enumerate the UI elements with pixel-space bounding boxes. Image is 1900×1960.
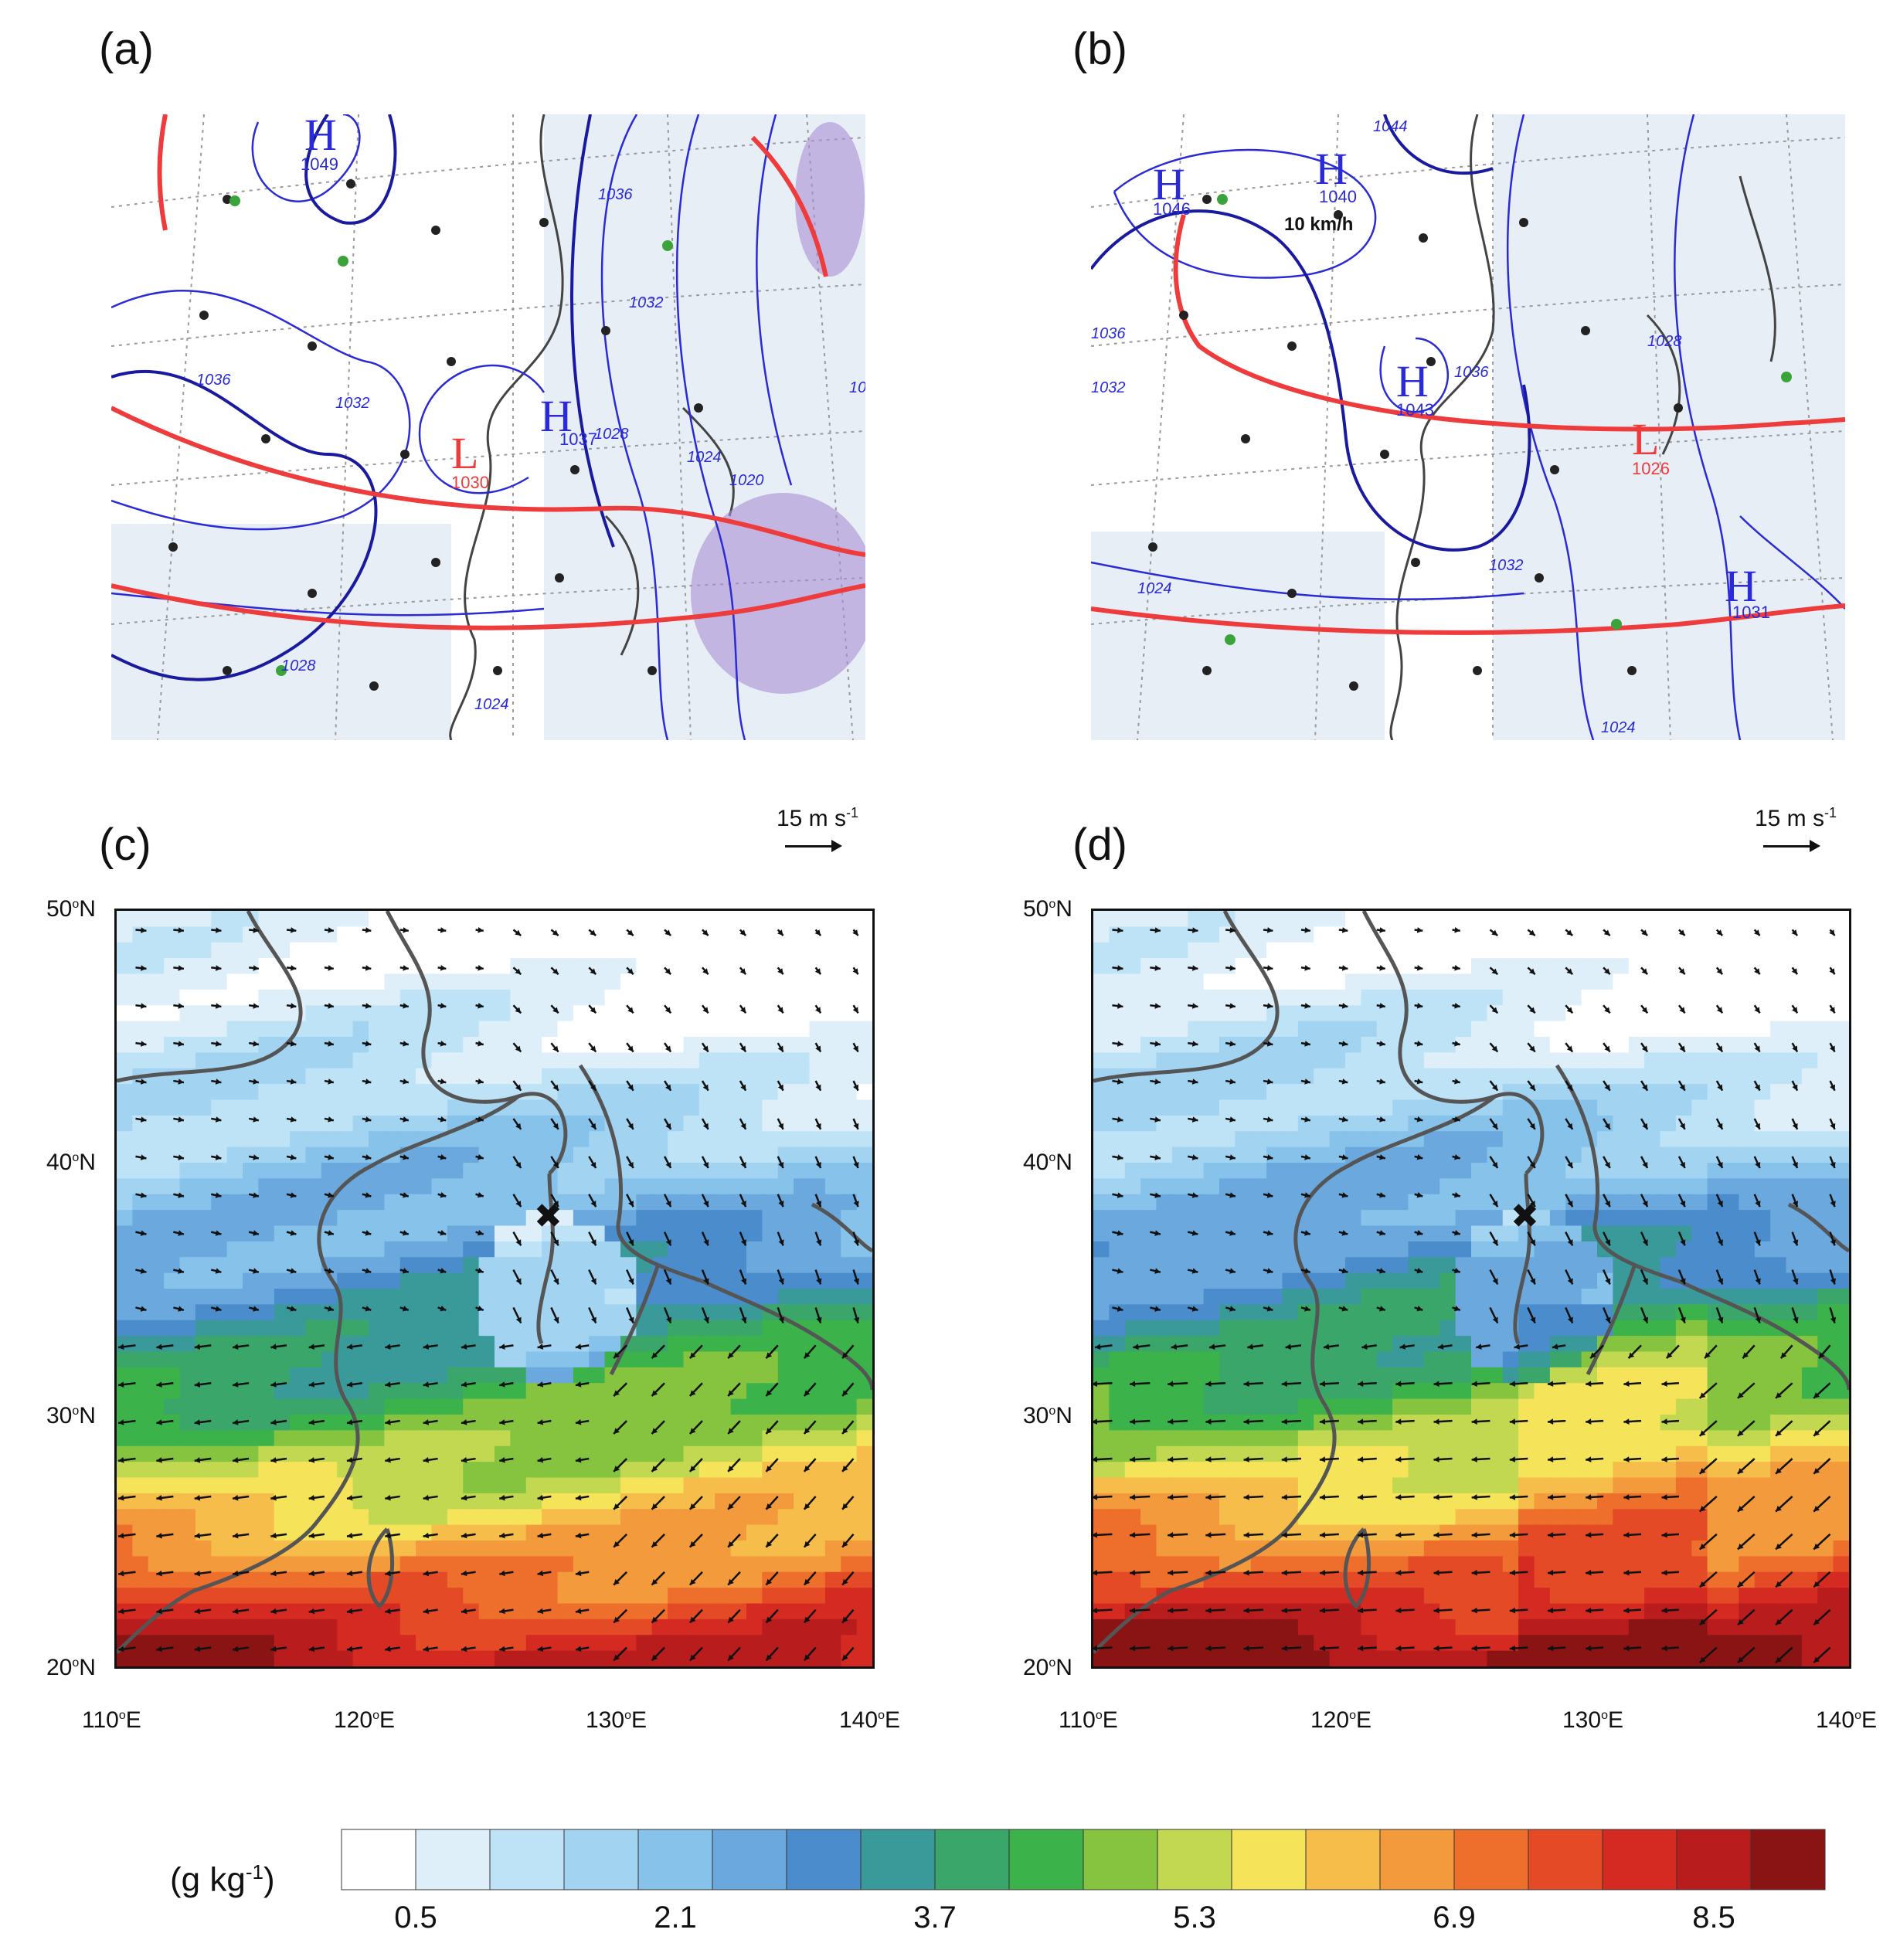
lon-tick-c-120: 120oE	[334, 1707, 395, 1733]
high-value-b4: 1031	[1732, 603, 1770, 622]
low-center-b1: L	[1632, 414, 1659, 464]
colorbar-unit: (g kg-1)	[170, 1860, 275, 1899]
isobar-label-b8: 1024	[1601, 719, 1636, 736]
high-value-b3: 1043	[1396, 400, 1434, 420]
isobar-label-a6: 1012	[849, 379, 865, 396]
surface-chart-a-svg: H 1049 H 1037 L 1030 1036 1032 1028 1024…	[111, 114, 865, 740]
colorbar-tick-label: 0.5	[394, 1901, 437, 1935]
isobar-label-b6: 1028	[1647, 333, 1682, 350]
colorbar-swatch	[1379, 1829, 1455, 1890]
isobar-label-b1: 1044	[1373, 118, 1408, 135]
panel-label-c: (c)	[99, 820, 151, 870]
lat-tick-c-30: 30oN	[46, 1403, 96, 1428]
low-value-a1: 1030	[451, 473, 489, 492]
colorbar-swatch	[1528, 1829, 1603, 1890]
isobar-label-a4: 1024	[687, 449, 722, 466]
lon-tick-c-110: 110oE	[82, 1707, 141, 1733]
isobar-label-b5: 1032	[1489, 557, 1524, 574]
isobar-label-b4: 1036	[1091, 325, 1126, 342]
colorbar-tick-label: 8.5	[1692, 1901, 1735, 1935]
high-value-a2: 1037	[559, 430, 597, 449]
panel-label-b: (b)	[1072, 24, 1127, 74]
colorbar-swatch	[1231, 1829, 1307, 1890]
colorbar	[341, 1829, 1826, 1890]
lat-tick-d-50: 50oN	[1023, 896, 1072, 922]
high-center-b4: H	[1725, 561, 1757, 611]
colorbar-swatch	[1750, 1829, 1826, 1890]
humidity-map-c-svg: ✖	[117, 911, 872, 1666]
high-center-a2: H	[540, 391, 573, 441]
isobar-label-b3: 1032	[1091, 379, 1126, 396]
high-value-b2: 1040	[1319, 187, 1357, 206]
isobar-label-a5: 1020	[729, 472, 764, 489]
low-value-b1: 1026	[1632, 459, 1670, 478]
lat-tick-c-20: 20oN	[46, 1655, 96, 1680]
colorbar-swatch	[341, 1829, 416, 1890]
colorbar-swatch	[860, 1829, 936, 1890]
high-center-b3: H	[1396, 356, 1429, 406]
wind-note-b: 10 km/h	[1284, 214, 1353, 235]
colorbar-swatch	[934, 1829, 1010, 1890]
colorbar-swatch	[637, 1829, 713, 1890]
panel-label-d: (d)	[1072, 820, 1127, 870]
colorbar-swatch	[563, 1829, 639, 1890]
surface-chart-a: H 1049 H 1037 L 1030 1036 1032 1028 1024…	[111, 114, 865, 740]
colorbar-swatch	[1305, 1829, 1381, 1890]
high-center-b2: H	[1315, 144, 1348, 194]
panel-label-a: (a)	[99, 24, 154, 74]
lon-tick-d-140: 140oE	[1816, 1707, 1877, 1733]
isobar-label-a2: 1032	[335, 395, 370, 412]
high-center-b1: H	[1153, 159, 1185, 209]
colorbar-swatch	[1157, 1829, 1232, 1890]
colorbar-swatch	[1083, 1829, 1158, 1890]
surface-chart-b: H 1046 H 1040 H 1043 H 1031 L 1026 10 km…	[1091, 114, 1845, 740]
isobar-label-b2: 1036	[1454, 364, 1489, 381]
isobar-label-a3: 1028	[594, 426, 629, 443]
colorbar-swatch	[712, 1829, 787, 1890]
isobar-label-a10: 1024	[474, 696, 509, 713]
colorbar-tick-label: 3.7	[913, 1901, 957, 1935]
colorbar-swatch	[786, 1829, 862, 1890]
colorbar-tick-label: 5.3	[1173, 1901, 1216, 1935]
lat-tick-c-40: 40oN	[46, 1150, 96, 1175]
reference-vector-c: 15 m s-1	[763, 805, 872, 867]
high-value-a1: 1049	[301, 155, 338, 174]
isobar-label-a7: 1036	[598, 186, 633, 203]
colorbar-swatch	[489, 1829, 565, 1890]
arrow-right-icon	[1763, 840, 1820, 852]
colorbar-swatch	[415, 1829, 491, 1890]
humidity-map-d: ✖	[1091, 909, 1851, 1669]
site-marker-icon: ✖	[1511, 1197, 1539, 1236]
lon-tick-d-130: 130oE	[1562, 1707, 1623, 1733]
low-center-a1: L	[451, 428, 478, 478]
arrow-right-icon	[785, 840, 842, 852]
colorbar-swatch	[1676, 1829, 1752, 1890]
lat-tick-c-50: 50oN	[46, 896, 96, 922]
surface-chart-b-svg: H 1046 H 1040 H 1043 H 1031 L 1026 10 km…	[1091, 114, 1845, 740]
lon-tick-d-120: 120oE	[1310, 1707, 1371, 1733]
lon-tick-d-110: 110oE	[1059, 1707, 1118, 1733]
reference-vector-label-d: 15 m s-1	[1754, 805, 1837, 831]
humidity-map-d-svg: ✖	[1093, 911, 1849, 1666]
isobar-label-a1: 1036	[196, 372, 231, 389]
colorbar-swatch	[1602, 1829, 1677, 1890]
reference-vector-d: 15 m s-1	[1742, 805, 1850, 867]
colorbar-swatch	[1453, 1829, 1529, 1890]
colorbar-swatch	[1008, 1829, 1084, 1890]
lon-tick-c-140: 140oE	[839, 1707, 900, 1733]
site-marker-icon: ✖	[534, 1197, 563, 1236]
lon-tick-c-130: 130oE	[586, 1707, 647, 1733]
isobar-label-b7: 1024	[1137, 580, 1172, 597]
lat-tick-d-30: 30oN	[1023, 1403, 1072, 1428]
high-value-b1: 1046	[1153, 199, 1191, 219]
lat-tick-d-20: 20oN	[1023, 1655, 1072, 1680]
lat-tick-d-40: 40oN	[1023, 1150, 1072, 1175]
high-center-a1: H	[304, 114, 337, 160]
colorbar-tick-label: 6.9	[1433, 1901, 1476, 1935]
humidity-map-c: ✖	[114, 909, 875, 1669]
colorbar-tick-label: 2.1	[654, 1901, 697, 1935]
isobar-label-a9: 1028	[281, 657, 316, 674]
reference-vector-label-c: 15 m s-1	[776, 805, 859, 831]
isobar-label-a8: 1032	[629, 294, 664, 311]
